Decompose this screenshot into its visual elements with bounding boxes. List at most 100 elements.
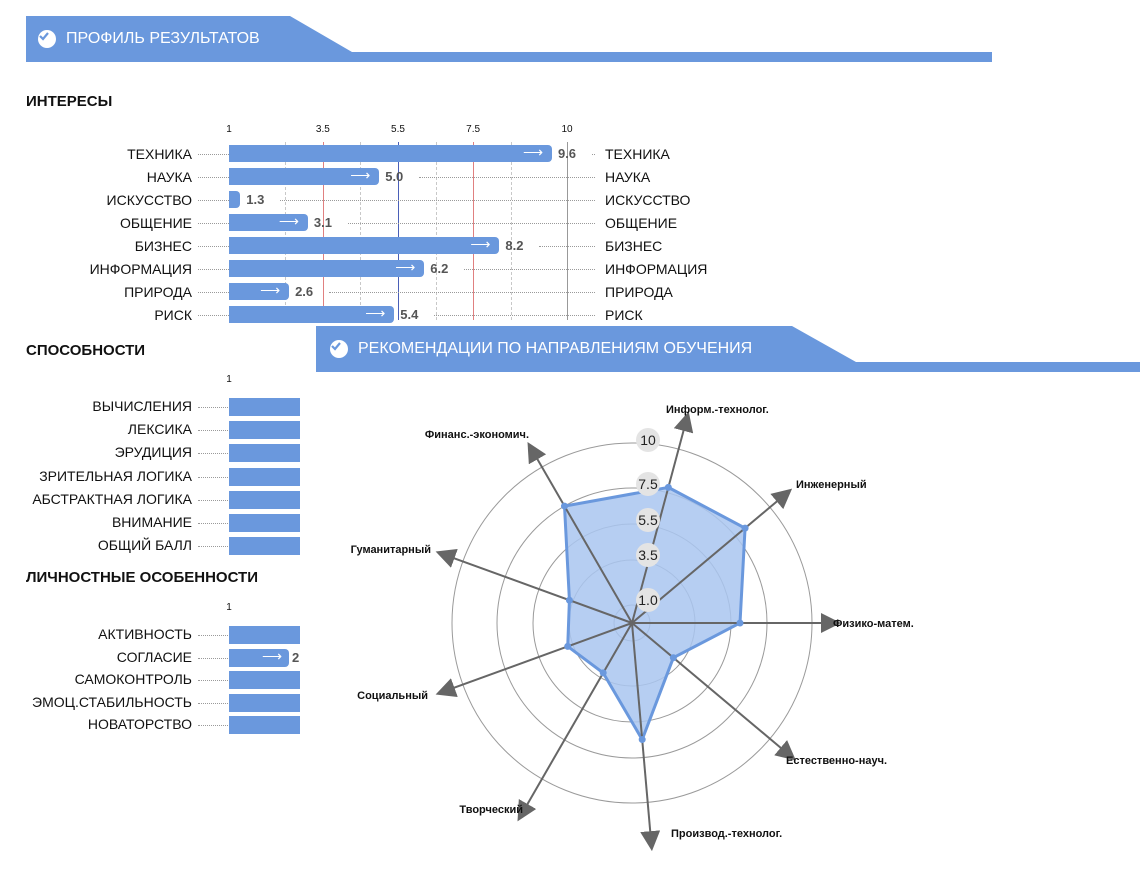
- personality-label: СОГЛАСИЕ: [116, 648, 192, 665]
- personality-label: НОВАТОРСТВО: [87, 716, 192, 732]
- ability-bar: [229, 421, 300, 440]
- leader-dots: [198, 453, 228, 455]
- leader-dots: [198, 315, 229, 316]
- recommendations-header: РЕКОМЕНДАЦИИ ПО НАПРАВЛЕНИЯМ ОБУЧЕНИЯ: [316, 326, 1140, 372]
- leader-dots: [329, 292, 595, 293]
- radar-axis-label: Физико-матем.: [833, 618, 914, 630]
- ring-label: 3.5: [638, 547, 658, 563]
- header-banner-shape: [26, 16, 992, 62]
- leader-dots: [198, 476, 228, 478]
- leader-dots: [280, 200, 595, 201]
- grid-line: [285, 142, 287, 320]
- grid-line: [510, 142, 512, 320]
- ability-bar: [229, 490, 300, 509]
- arrow-right-icon: ⟶: [260, 282, 281, 298]
- personality-bar: [229, 626, 300, 644]
- header-title-row: ПРОФИЛЬ РЕЗУЛЬТАТОВ: [38, 30, 260, 48]
- interest-value: 2.6: [295, 284, 314, 299]
- ring-label-bg: [636, 543, 660, 567]
- leader-dots: [198, 430, 228, 432]
- interest-label-right: ИСКУССТВО: [605, 192, 691, 208]
- ability-bar: [229, 514, 300, 532]
- interest-label: РИСК: [154, 307, 192, 323]
- leader-dots: [198, 725, 228, 726]
- recommendations-title: РЕКОМЕНДАЦИИ ПО НАПРАВЛЕНИЯМ ОБУЧЕНИЯ: [358, 340, 753, 357]
- interests-title: ИНТЕРЕСЫ: [26, 93, 113, 110]
- interest-label: НАУКА: [146, 169, 192, 185]
- interest-value: 6.2: [430, 261, 449, 276]
- leader-dots: [347, 223, 595, 224]
- interest-bar: [229, 237, 500, 254]
- arrow-right-icon: ⟶: [395, 259, 416, 275]
- radar-data-point: [638, 736, 646, 744]
- interest-label-right: ПРИРОДА: [605, 284, 673, 300]
- interest-label: БИЗНЕС: [134, 238, 192, 254]
- results-profile-header: ПРОФИЛЬ РЕЗУЛЬТАТОВ: [26, 16, 992, 62]
- personality-bar: [229, 648, 289, 667]
- ring-label-bg: [636, 428, 660, 452]
- arrow-right-icon: ⟶: [350, 167, 371, 183]
- radar-axis: [517, 622, 633, 822]
- grid-line: [322, 142, 324, 320]
- radar-axis-label: Финанс.-экономич.: [425, 429, 529, 441]
- ability-label: ЛЕКСИКА: [127, 421, 192, 438]
- abilities-tick: 1: [226, 374, 232, 385]
- leader-dots: [198, 657, 228, 659]
- grid-line: [473, 142, 475, 320]
- personality-label: ЭМОЦ.СТАБИЛЬНОСТЬ: [32, 693, 192, 710]
- axis-tick-label: 7.5: [466, 124, 481, 135]
- radar-data-point: [736, 619, 744, 627]
- interest-value: 5.4: [400, 307, 419, 322]
- interest-label-right: ОБЩЕНИЕ: [605, 215, 678, 231]
- leader-dots: [198, 546, 228, 548]
- recommendations-radar-chart: 1.0 3.5 5.5 7.5 10 Информ.-технолог. Инженерны…: [351, 404, 914, 852]
- interest-label: ПРИРОДА: [124, 284, 192, 300]
- personality-tick: 1: [226, 602, 232, 613]
- leader-dots: [198, 223, 229, 224]
- ability-label: ЭРУДИЦИЯ: [114, 444, 192, 461]
- leader-dots: [198, 702, 228, 704]
- interest-label: ТЕХНИКА: [127, 146, 192, 162]
- grid-line: [567, 142, 568, 320]
- interest-label: ОБЩЕНИЕ: [119, 215, 192, 231]
- radar-axis-label: Гуманитарный: [351, 544, 431, 556]
- arrow-right-icon: ⟶: [365, 305, 386, 321]
- leader-dots: [198, 635, 228, 636]
- leader-dots: [591, 154, 595, 155]
- radar-data-point: [599, 669, 607, 677]
- radar-data-point: [565, 596, 573, 604]
- interest-value: 8.2: [505, 238, 524, 253]
- interest-label-right: БИЗНЕС: [605, 238, 663, 254]
- radar-axis-label: Естественно-науч.: [786, 755, 887, 767]
- arrow-right-icon: ⟶: [470, 236, 491, 252]
- leader-dots: [539, 246, 595, 247]
- interest-bar: [229, 168, 380, 185]
- interest-value: 3.1: [313, 215, 332, 230]
- arrow-right-icon: ⟶: [278, 213, 299, 229]
- personality-label: АКТИВНОСТЬ: [98, 626, 192, 642]
- ring-label: 1.0: [638, 592, 658, 608]
- interest-label-right: ИНФОРМАЦИЯ: [605, 261, 708, 277]
- ring-label-bg: [636, 588, 660, 612]
- personality-bar: [229, 693, 300, 712]
- interest-bar: [229, 260, 425, 277]
- arrow-right-icon: ⟶: [522, 144, 544, 160]
- personality-bar: [229, 716, 300, 734]
- interest-bar: [229, 214, 308, 231]
- personality-value: 2: [292, 649, 300, 665]
- leader-dots: [198, 680, 228, 681]
- interest-label-right: РИСК: [605, 307, 643, 323]
- abilities-title: СПОСОБНОСТИ: [26, 342, 146, 359]
- radar-axis-label: Производ.-технолог.: [671, 828, 782, 840]
- leader-dots: [434, 315, 595, 316]
- radar-data-point: [561, 502, 568, 510]
- grid-line: [435, 142, 437, 320]
- recommendations-banner-shape: [316, 326, 1140, 372]
- interest-bar: [229, 283, 290, 300]
- interest-bar: [229, 145, 552, 162]
- ability-label: ВЫЧИСЛЕНИЯ: [92, 398, 192, 414]
- recommendations-title-row: РЕКОМЕНДАЦИИ ПО НАПРАВЛЕНИЯМ ОБУЧЕНИЯ: [330, 340, 752, 358]
- ability-label: ОБЩИЙ БАЛЛ: [97, 537, 192, 554]
- interest-bar: [229, 191, 241, 208]
- radar-axis: [631, 622, 796, 761]
